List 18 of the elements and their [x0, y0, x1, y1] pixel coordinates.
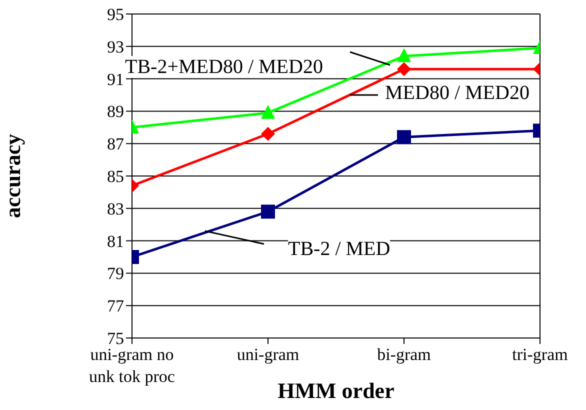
series-label: MED80 / MED20 [385, 82, 530, 104]
y-tick-label: 93 [107, 37, 124, 56]
y-tick-label: 85 [107, 167, 124, 186]
series-label: TB-2+MED80 / MED20 [125, 56, 323, 78]
x-axis-title: HMM order [278, 378, 395, 403]
x-tick-label: uni-gram [236, 345, 300, 364]
y-tick-label: 87 [107, 134, 124, 154]
y-tick-label: 77 [107, 296, 124, 316]
y-axis-title: accuracy [0, 134, 25, 218]
x-tick-label: tri-gram [512, 345, 568, 364]
y-tick-label: 81 [107, 232, 124, 251]
y-tick-label: 83 [107, 199, 124, 218]
x-tick-label: bi-gram [377, 345, 431, 364]
series-label: TB-2 / MED [288, 238, 390, 260]
y-tick-label: 89 [107, 102, 124, 122]
y-tick-label: 79 [107, 264, 124, 284]
y-tick-label: 91 [107, 70, 124, 89]
y-tick-label: 95 [107, 5, 124, 24]
